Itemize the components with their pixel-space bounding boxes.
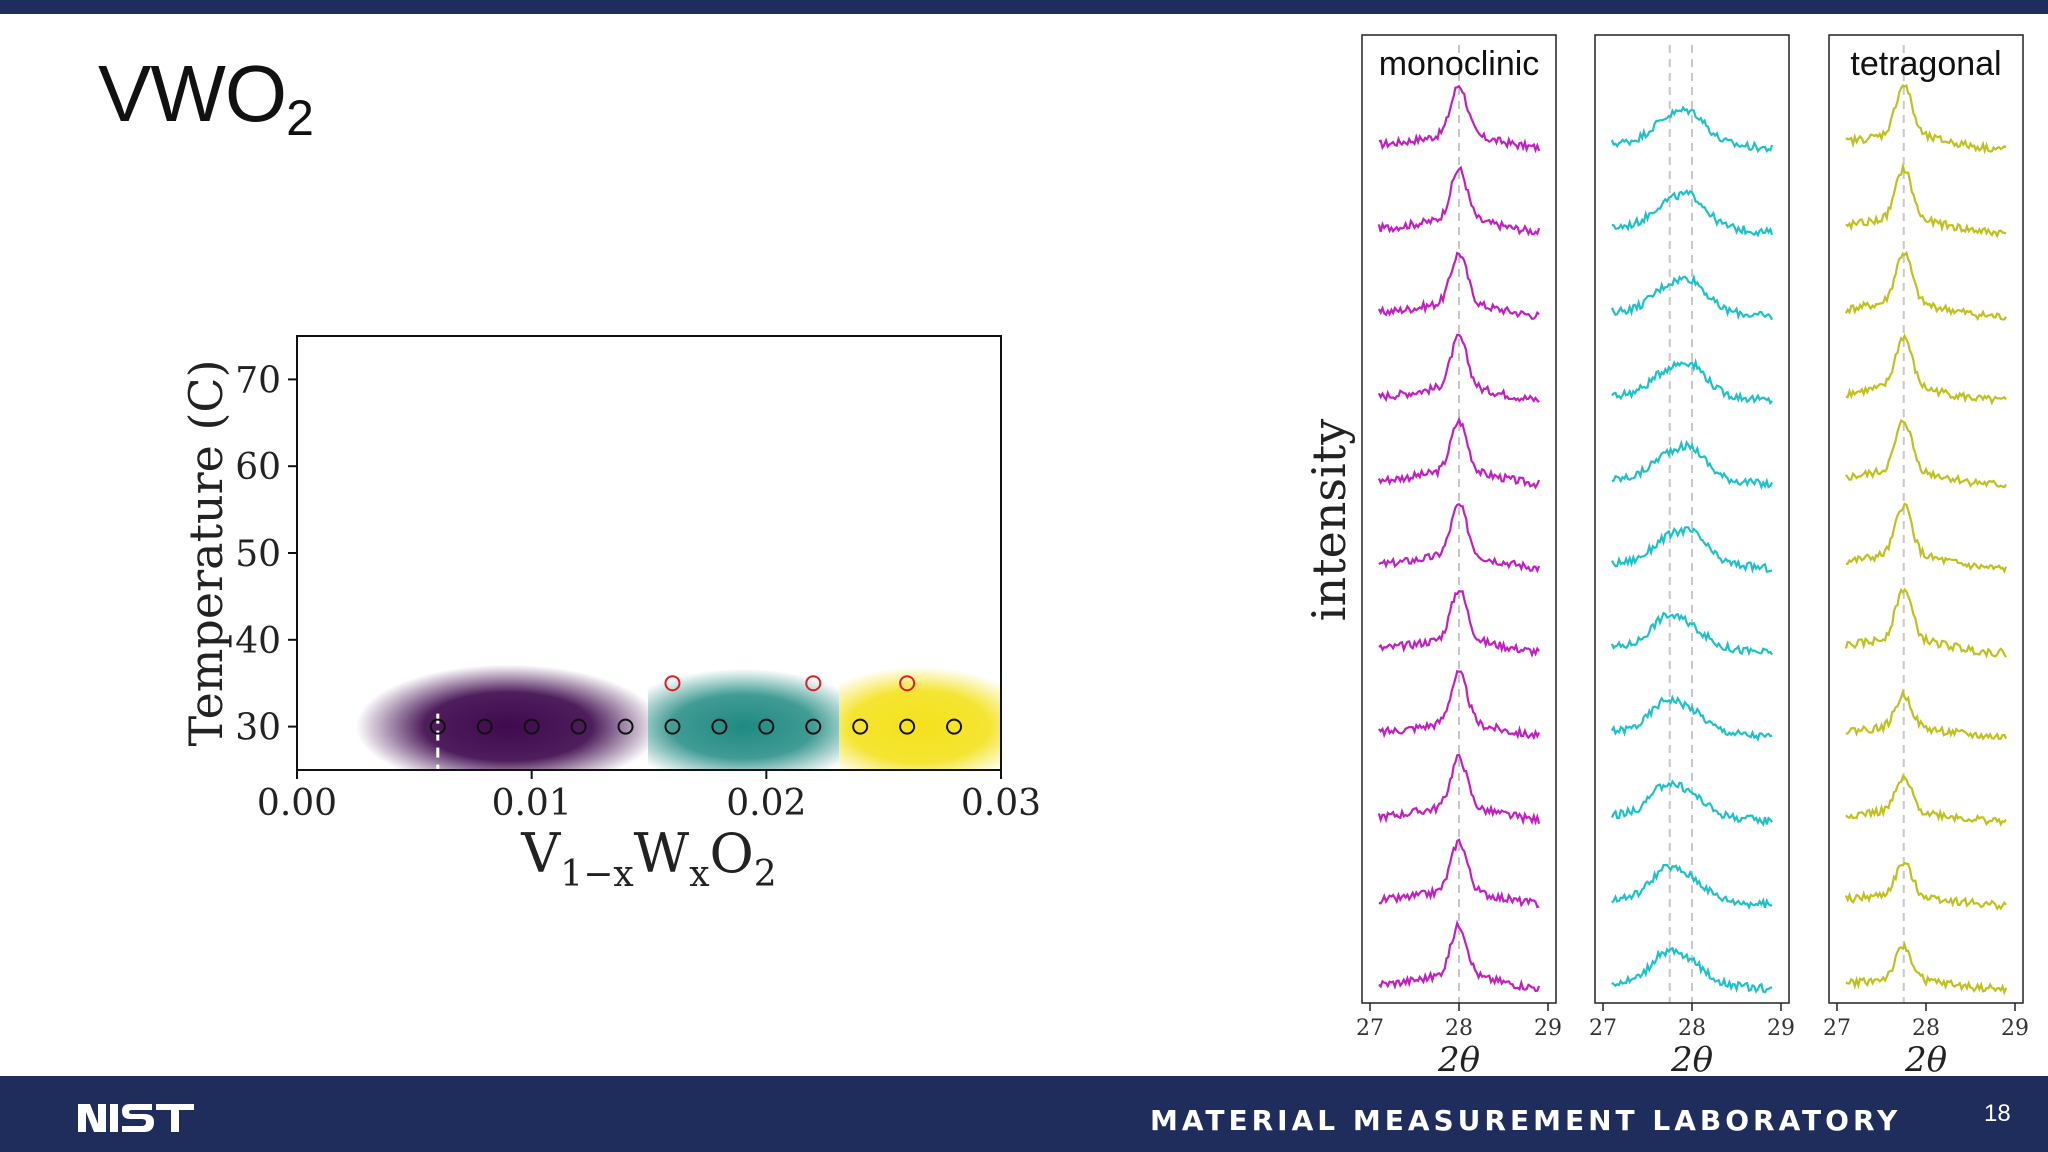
x-tick-label: 28 xyxy=(1912,1016,1940,1041)
footer-lab-name: MATERIAL MEASUREMENT LABORATORY xyxy=(1150,1104,1902,1137)
measured-point xyxy=(899,718,916,735)
suggested-point xyxy=(664,675,681,692)
phase-diagram: 30 40 50 60 70 0.00 0.01 0.02 0.03 V1−xWxO2 Temper… xyxy=(179,335,1041,895)
x-axis-label: V1−xWxO2 xyxy=(520,822,776,895)
footer-bar xyxy=(0,1076,2048,1152)
x-tick-label: 0.03 xyxy=(961,783,1041,824)
xrd-trace xyxy=(1845,774,2007,827)
xrd-trace xyxy=(1377,333,1540,404)
measured-point xyxy=(570,718,587,735)
xrd-trace xyxy=(1378,502,1541,574)
region-monoclinic xyxy=(355,664,648,770)
xrd-trace xyxy=(1611,357,1773,406)
suggested-point xyxy=(805,675,822,692)
measured-point xyxy=(429,718,446,735)
x-tick-label: 0.01 xyxy=(492,783,572,824)
xrd-trace xyxy=(1378,669,1541,741)
xrd-trace xyxy=(1845,333,2007,406)
xrd-trace xyxy=(1610,611,1774,657)
y-tick-label: 40 xyxy=(235,621,281,662)
x-tick-label: 29 xyxy=(1767,1016,1795,1041)
x-tick-label: 28 xyxy=(1445,1016,1473,1041)
x-tick-label: 0.02 xyxy=(726,783,806,824)
x-label-part: V xyxy=(520,822,561,885)
xrd-trace xyxy=(1610,105,1774,154)
y-tick-label: 30 xyxy=(235,708,281,749)
x-tick-label: 28 xyxy=(1678,1016,1706,1041)
xrd-trace xyxy=(1378,589,1540,658)
x-axis-label: 2θ xyxy=(1904,1040,1947,1080)
nist-logo-icon xyxy=(78,1104,194,1132)
measured-point xyxy=(523,718,540,735)
xrd-trace xyxy=(1844,861,2007,912)
title-main: VWO xyxy=(98,49,287,138)
x-label-part: 2 xyxy=(754,854,777,895)
xrd-trace xyxy=(1845,941,2008,996)
y-axis-label: Temperature (C) xyxy=(179,359,233,746)
y-tick-label: 60 xyxy=(235,447,281,488)
x-label-part: x xyxy=(689,854,709,895)
xrd-trace xyxy=(1611,188,1774,238)
x-tick-label: 29 xyxy=(1534,1016,1562,1041)
xrd-trace xyxy=(1845,84,2007,155)
x-tick-label: 29 xyxy=(2001,1016,2029,1041)
region-tetragonal xyxy=(839,666,1001,770)
xrd-trace xyxy=(1845,502,2008,574)
xrd-trace xyxy=(1378,84,1541,154)
panel-label: tetragonal xyxy=(1850,45,2001,83)
measured-point xyxy=(758,718,775,735)
x-tick-label: 0.00 xyxy=(257,783,337,824)
measured-point xyxy=(946,718,963,735)
region-mixed xyxy=(648,668,839,770)
x-label-part: 1−x xyxy=(560,854,633,895)
x-label-part: W xyxy=(634,822,690,885)
suggested-point xyxy=(899,675,916,692)
x-tick-label: 27 xyxy=(1356,1016,1384,1041)
xrd-trace xyxy=(1377,416,1541,490)
x-axis-label: 2θ xyxy=(1437,1040,1480,1080)
xrd-trace xyxy=(1844,587,2008,659)
xrd-panels: monoclinic 27 28 29 2θ 27 28 29 2θ tetragonal 27 28… xyxy=(1302,34,2029,1080)
measured-point xyxy=(852,718,869,735)
xrd-trace xyxy=(1377,251,1540,320)
xrd-trace xyxy=(1610,526,1773,574)
xrd-trace xyxy=(1845,688,2008,741)
x-tick-label: 27 xyxy=(1589,1016,1617,1041)
xrd-panel: monoclinic 27 28 29 2θ xyxy=(1356,34,1562,1080)
xrd-trace xyxy=(1610,273,1774,321)
measured-point xyxy=(617,718,634,735)
y-tick-label: 70 xyxy=(235,360,281,401)
x-axis-label: 2θ xyxy=(1670,1040,1713,1080)
measured-point xyxy=(711,718,728,735)
page-number: 18 xyxy=(1984,1100,2011,1127)
xrd-trace xyxy=(1377,165,1541,237)
xrd-trace xyxy=(1610,779,1773,827)
xrd-trace xyxy=(1611,439,1774,491)
measured-point xyxy=(476,718,493,735)
x-tick-label: 27 xyxy=(1823,1016,1851,1041)
xrd-trace xyxy=(1378,838,1540,909)
xrd-trace xyxy=(1845,162,2007,239)
top-accent-bar xyxy=(0,0,2048,14)
xrd-trace xyxy=(1610,694,1773,743)
panel-frame xyxy=(1828,34,2024,1004)
xrd-panel: tetragonal 27 28 29 2θ xyxy=(1823,34,2029,1080)
xrd-trace xyxy=(1844,250,2008,322)
xrd-trace xyxy=(1611,946,1773,994)
y-axis-label: intensity xyxy=(1302,419,1356,621)
xrd-panel: 27 28 29 2θ xyxy=(1589,34,1795,1080)
xrd-trace xyxy=(1377,753,1541,826)
x-label-part: O xyxy=(710,822,754,885)
xrd-trace xyxy=(1378,919,1541,993)
slide-title: VWO2 xyxy=(98,48,314,147)
xrd-trace xyxy=(1611,863,1773,910)
y-tick-label: 50 xyxy=(235,534,281,575)
panel-label: monoclinic xyxy=(1379,45,1540,83)
xrd-trace xyxy=(1845,418,2008,489)
title-subscript: 2 xyxy=(286,90,314,146)
measured-point xyxy=(664,718,681,735)
measured-point xyxy=(805,718,822,735)
